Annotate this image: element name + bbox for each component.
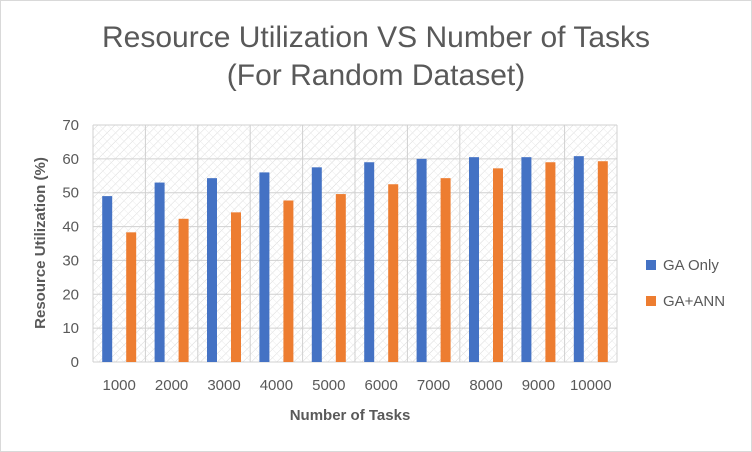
y-tick-label: 20: [62, 286, 79, 303]
y-tick-label: 40: [62, 219, 79, 236]
legend: GA Only GA+ANN: [646, 247, 725, 319]
bars: [102, 156, 608, 362]
chart-title-line-2: (For Random Dataset): [226, 59, 526, 92]
x-tick-label: 4000: [260, 377, 293, 394]
legend-swatch: [646, 296, 656, 306]
bar-ga-only: [102, 196, 113, 362]
bar-ga-only: [469, 157, 479, 362]
y-tick-label: 50: [62, 185, 79, 202]
y-tick-label: 60: [62, 151, 79, 168]
x-tick-label: 6000: [365, 377, 398, 394]
bar-ga-ann: [231, 212, 241, 362]
legend-item: GA Only: [646, 247, 725, 283]
bar-ga-ann: [493, 168, 503, 362]
x-tick-label: 1000: [103, 377, 136, 394]
y-axis-ticks: 0 10 20 30 40 50 60 70: [62, 117, 79, 371]
x-tick-label: 7000: [417, 377, 450, 394]
y-tick-label: 0: [71, 354, 79, 371]
x-tick-label: 3000: [207, 377, 240, 394]
x-tick-label: 5000: [312, 377, 345, 394]
bar-ga-ann: [283, 200, 294, 362]
x-tick-label: 9000: [522, 377, 555, 394]
legend-swatch: [646, 260, 656, 270]
bar-ga-ann: [335, 194, 346, 362]
x-tick-label: 10000: [570, 377, 612, 394]
bar-ga-only: [154, 182, 165, 362]
legend-label: GA Only: [663, 256, 719, 274]
x-axis-label: Number of Tasks: [290, 407, 411, 424]
bar-ga-only: [364, 162, 375, 362]
x-axis-ticks: 1000 2000 3000 4000 5000 6000 7000 8000 9000 1000…: [103, 377, 612, 394]
bar-ga-ann: [440, 178, 451, 362]
bar-ga-only: [416, 158, 427, 362]
y-tick-label: 10: [62, 320, 79, 337]
y-axis-label: Resource Utilization (%): [32, 157, 49, 329]
x-tick-label: 8000: [469, 377, 502, 394]
legend-item: GA+ANN: [646, 283, 725, 319]
bar-ga-only: [259, 172, 270, 362]
bar-ga-only: [573, 156, 584, 362]
chart-title: Resource Utilization VS Number of Tasks …: [1, 19, 751, 95]
bar-ga-ann: [388, 184, 399, 362]
x-tick-label: 2000: [155, 377, 188, 394]
bar-ga-only: [207, 178, 217, 362]
bar-ga-ann: [178, 218, 189, 362]
legend-label: GA+ANN: [663, 292, 726, 310]
bar-ga-only: [521, 157, 532, 362]
chart-title-line-1: Resource Utilization VS Number of Tasks: [102, 21, 650, 54]
bar-ga-only: [311, 167, 322, 362]
y-tick-label: 30: [62, 252, 79, 269]
bar-ga-ann: [545, 162, 556, 362]
bar-ga-ann: [597, 161, 608, 362]
y-tick-label: 70: [62, 117, 79, 134]
bar-ga-ann: [126, 232, 137, 362]
